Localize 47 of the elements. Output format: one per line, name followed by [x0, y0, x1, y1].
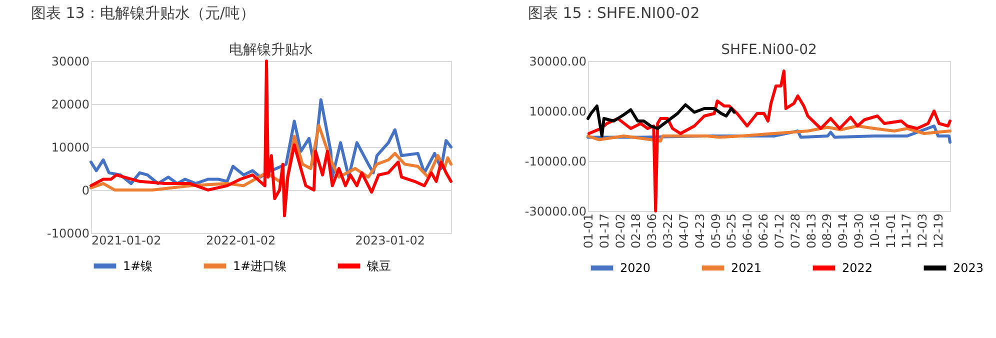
legend-label: 镍豆 — [366, 259, 391, 273]
y-tick-label: 0 — [82, 184, 90, 198]
legend-label: 1#进口镍 — [233, 259, 287, 273]
x-tick-label: 06-10 — [740, 214, 755, 248]
x-tick-label: 11-17 — [900, 214, 914, 248]
y-tick-label: 20000 — [51, 98, 90, 112]
line-series — [90, 60, 452, 218]
y-tick-label: 30000.00 — [529, 54, 586, 68]
x-tick-label: 05-09 — [708, 214, 723, 248]
y-tick-label: -10000.00 — [524, 154, 586, 168]
x-tick-label: 12-03 — [916, 214, 930, 248]
chart-title: 图表 13：电解镍升贴水（元/吨） — [31, 4, 255, 22]
x-tick-label: 09-30 — [852, 214, 866, 248]
legend-label: 2020 — [620, 261, 651, 275]
x-tick-label: 03-06 — [645, 214, 660, 248]
legend-label: 2023 — [953, 261, 984, 275]
x-tick-label: 04-23 — [692, 214, 707, 248]
legend-label: 1#镍 — [123, 259, 153, 273]
x-tick-label: 11-01 — [884, 214, 898, 248]
x-tick-label: 07-12 — [772, 214, 786, 248]
x-tick-label: 06-26 — [756, 214, 771, 248]
x-tick-label: 09-14 — [836, 214, 850, 248]
line-series — [586, 103, 736, 138]
x-tick-label: 2022-01-02 — [206, 234, 276, 248]
x-tick-label: 08-29 — [820, 214, 834, 248]
line-series — [587, 70, 952, 212]
legend-label: 2022 — [842, 261, 873, 275]
legend-label: 2021 — [731, 261, 762, 275]
x-tick-label: 07-28 — [788, 214, 802, 248]
x-tick-label: 04-07 — [676, 214, 691, 248]
x-tick-label: 10-16 — [868, 214, 882, 248]
chart-title: 图表 15：SHFE.NI00-02 — [528, 4, 700, 22]
x-tick-label: 03-22 — [661, 214, 676, 248]
x-tick-label: 01-17 — [597, 214, 612, 248]
y-tick-label: 30000 — [51, 54, 90, 68]
y-tick-label: -10000 — [46, 226, 90, 240]
x-tick-label: 02-02 — [613, 214, 628, 248]
x-tick-label: 02-18 — [629, 214, 644, 248]
x-tick-label: 08-13 — [804, 214, 818, 248]
y-tick-label: 10000.00 — [529, 104, 586, 118]
x-tick-label: 05-25 — [724, 214, 739, 248]
chart-subtitle: SHFE.Ni00-02 — [721, 42, 817, 58]
chart-subtitle: 电解镍升贴水 — [229, 42, 313, 58]
x-tick-label: 2023-01-02 — [355, 234, 426, 248]
x-tick-label: 12-19 — [932, 214, 946, 248]
y-tick-label: 10000 — [51, 140, 90, 154]
x-tick-label: 2021-01-02 — [92, 234, 162, 248]
